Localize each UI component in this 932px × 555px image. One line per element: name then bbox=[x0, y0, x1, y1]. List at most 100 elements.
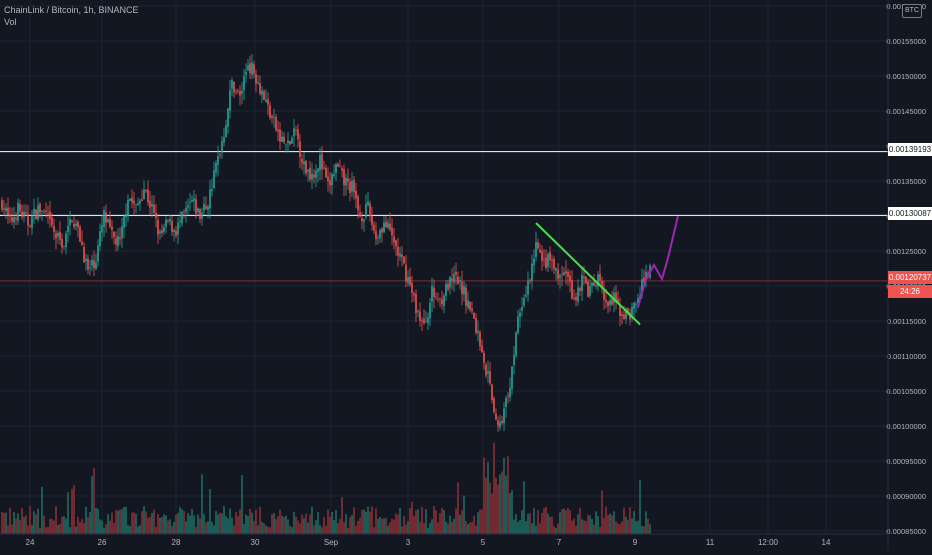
candle-down[interactable] bbox=[29, 226, 31, 227]
candle-up[interactable] bbox=[443, 295, 445, 307]
candle-down[interactable] bbox=[141, 199, 143, 201]
candle-down[interactable] bbox=[485, 364, 487, 376]
candle-up[interactable] bbox=[197, 208, 199, 213]
candle-up[interactable] bbox=[209, 189, 211, 209]
candle-down[interactable] bbox=[375, 231, 377, 240]
candle-up[interactable] bbox=[221, 141, 223, 153]
candle-up[interactable] bbox=[85, 258, 87, 262]
candle-up[interactable] bbox=[285, 143, 287, 145]
candle-up[interactable] bbox=[515, 332, 517, 356]
candle-up[interactable] bbox=[95, 262, 97, 270]
candle-down[interactable] bbox=[471, 308, 473, 312]
candle-down[interactable] bbox=[359, 212, 361, 217]
candle-down[interactable] bbox=[439, 298, 441, 299]
candle-up[interactable] bbox=[231, 80, 233, 89]
candle-up[interactable] bbox=[597, 274, 599, 287]
candle-up[interactable] bbox=[41, 210, 43, 212]
candle-down[interactable] bbox=[81, 241, 83, 245]
candle-down[interactable] bbox=[585, 276, 587, 283]
candle-up[interactable] bbox=[487, 371, 489, 374]
candle-down[interactable] bbox=[283, 136, 285, 143]
candle-up[interactable] bbox=[181, 211, 183, 224]
candle-down[interactable] bbox=[11, 217, 13, 222]
candle-up[interactable] bbox=[185, 207, 187, 212]
candle-up[interactable] bbox=[243, 76, 245, 91]
candle-up[interactable] bbox=[5, 207, 7, 211]
candle-down[interactable] bbox=[145, 189, 147, 192]
candle-up[interactable] bbox=[641, 279, 643, 296]
candle-up[interactable] bbox=[315, 170, 317, 178]
candle-up[interactable] bbox=[99, 231, 101, 247]
candle-down[interactable] bbox=[385, 221, 387, 228]
candle-up[interactable] bbox=[213, 170, 215, 189]
candle-down[interactable] bbox=[391, 227, 393, 236]
candle-down[interactable] bbox=[603, 290, 605, 300]
candle-down[interactable] bbox=[279, 129, 281, 142]
candle-up[interactable] bbox=[265, 99, 267, 102]
candle-down[interactable] bbox=[615, 292, 617, 301]
candle-up[interactable] bbox=[547, 253, 549, 267]
candle-down[interactable] bbox=[47, 213, 49, 215]
candle-up[interactable] bbox=[513, 355, 515, 366]
candle-up[interactable] bbox=[225, 125, 227, 138]
candle-down[interactable] bbox=[607, 301, 609, 307]
candle-down[interactable] bbox=[461, 281, 463, 295]
candle-up[interactable] bbox=[351, 180, 353, 192]
candle-down[interactable] bbox=[489, 371, 491, 384]
candle-down[interactable] bbox=[501, 421, 503, 424]
candle-up[interactable] bbox=[227, 108, 229, 127]
candle-down[interactable] bbox=[21, 211, 23, 218]
candle-down[interactable] bbox=[49, 211, 51, 219]
candle-up[interactable] bbox=[589, 286, 591, 297]
candle-up[interactable] bbox=[247, 65, 249, 71]
candle-up[interactable] bbox=[429, 302, 431, 319]
candle-down[interactable] bbox=[451, 278, 453, 281]
candle-down[interactable] bbox=[59, 231, 61, 240]
candle-up[interactable] bbox=[257, 82, 259, 84]
candle-down[interactable] bbox=[421, 320, 423, 322]
candle-up[interactable] bbox=[63, 246, 65, 247]
candle-up[interactable] bbox=[211, 189, 213, 192]
candle-down[interactable] bbox=[83, 246, 85, 263]
candle-down[interactable] bbox=[541, 250, 543, 261]
candle-up[interactable] bbox=[177, 222, 179, 235]
candle-up[interactable] bbox=[37, 205, 39, 220]
candle-up[interactable] bbox=[307, 169, 309, 172]
candle-up[interactable] bbox=[135, 204, 137, 206]
candle-up[interactable] bbox=[67, 225, 69, 233]
candle-down[interactable] bbox=[371, 215, 373, 225]
candle-up[interactable] bbox=[159, 231, 161, 234]
candle-up[interactable] bbox=[91, 259, 93, 266]
candle-down[interactable] bbox=[295, 130, 297, 131]
candle-up[interactable] bbox=[525, 294, 527, 297]
candle-down[interactable] bbox=[131, 197, 133, 203]
candle-up[interactable] bbox=[637, 297, 639, 303]
candle-up[interactable] bbox=[107, 219, 109, 222]
candle-down[interactable] bbox=[405, 264, 407, 282]
candle-up[interactable] bbox=[23, 211, 25, 217]
candle-down[interactable] bbox=[599, 273, 601, 281]
candle-up[interactable] bbox=[521, 306, 523, 311]
candle-down[interactable] bbox=[15, 218, 17, 220]
candle-down[interactable] bbox=[355, 190, 357, 199]
candle-down[interactable] bbox=[507, 395, 509, 397]
candle-down[interactable] bbox=[567, 271, 569, 277]
candle-up[interactable] bbox=[207, 206, 209, 210]
candle-up[interactable] bbox=[563, 272, 565, 276]
candle-down[interactable] bbox=[353, 179, 355, 193]
candle-up[interactable] bbox=[65, 233, 67, 247]
candle-up[interactable] bbox=[345, 177, 347, 186]
candle-down[interactable] bbox=[565, 271, 567, 274]
candle-up[interactable] bbox=[251, 62, 253, 75]
candle-down[interactable] bbox=[239, 91, 241, 96]
candle-down[interactable] bbox=[539, 249, 541, 253]
candle-down[interactable] bbox=[87, 258, 89, 270]
candle-up[interactable] bbox=[595, 285, 597, 287]
candle-down[interactable] bbox=[587, 281, 589, 298]
candle-up[interactable] bbox=[645, 272, 647, 281]
candle-down[interactable] bbox=[553, 258, 555, 269]
candle-down[interactable] bbox=[415, 293, 417, 314]
candle-up[interactable] bbox=[125, 213, 127, 218]
candle-down[interactable] bbox=[183, 211, 185, 213]
